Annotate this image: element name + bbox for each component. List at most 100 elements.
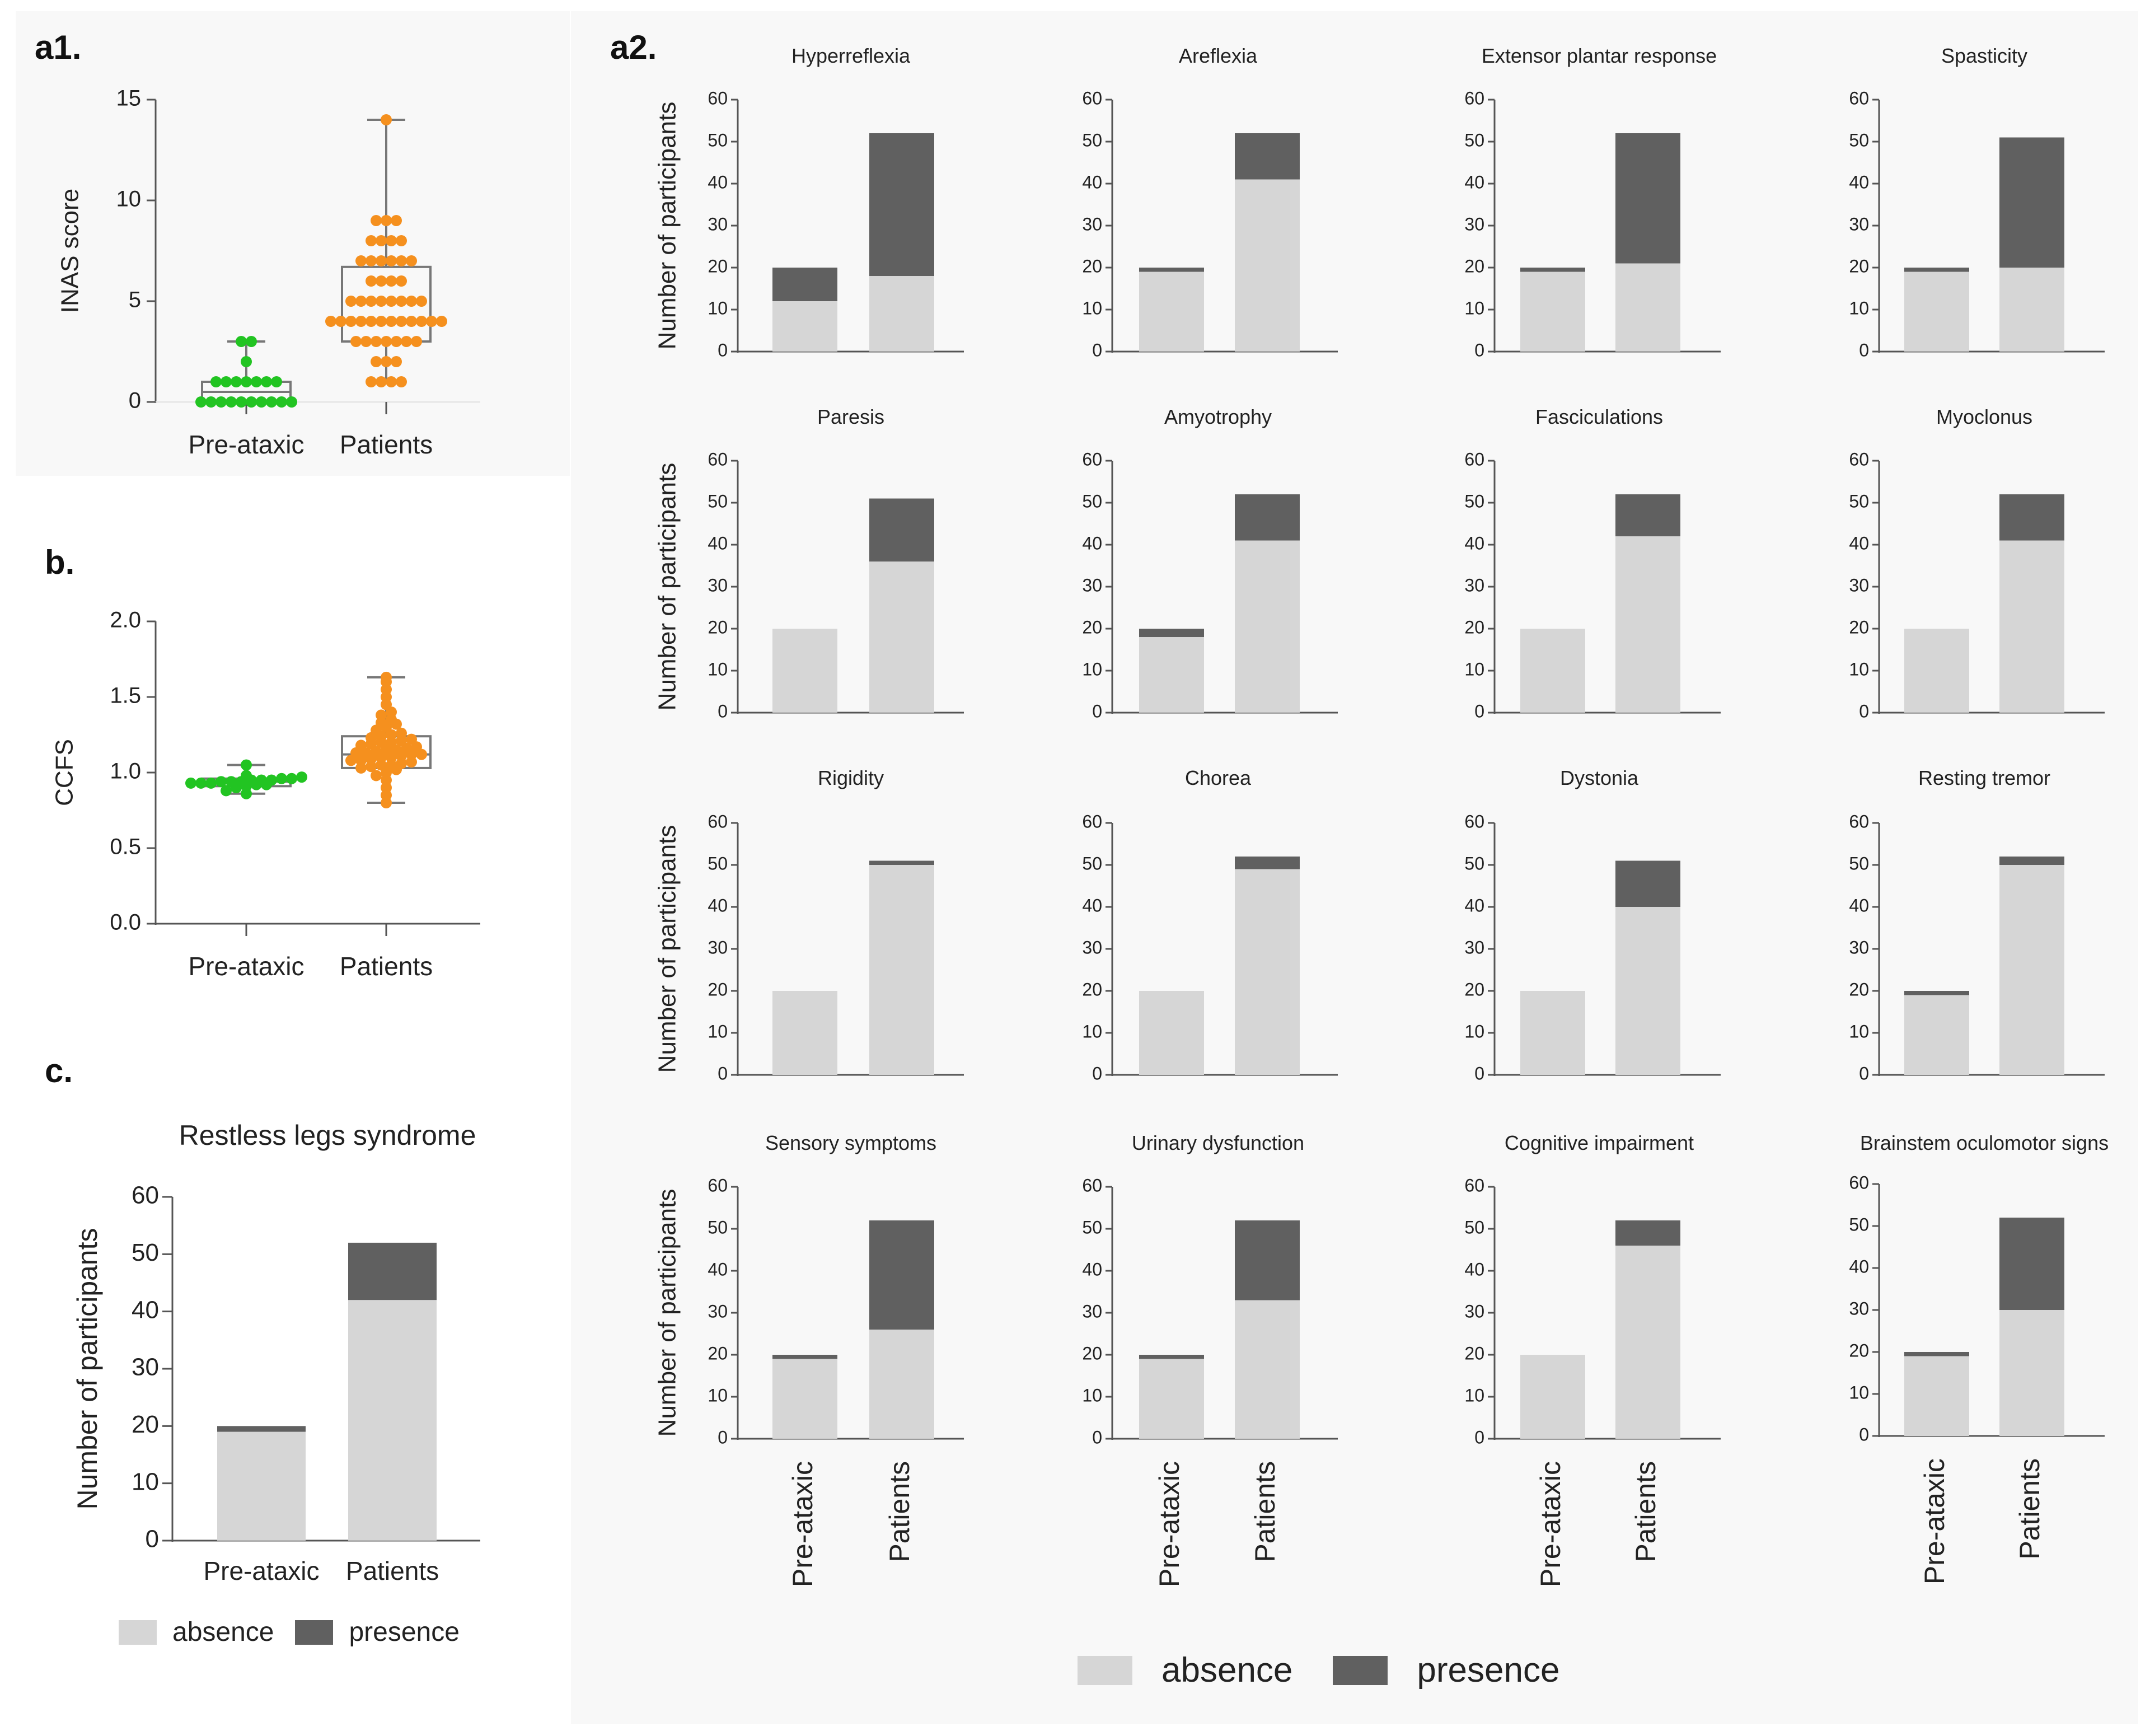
a2-8-bar-absence bbox=[1904, 629, 1969, 713]
a2-6-y-tick-label: 30 bbox=[1082, 575, 1102, 595]
a2-7-y-tick-label: 0 bbox=[1474, 701, 1484, 721]
a2-12-y-tick-label: 40 bbox=[1849, 895, 1869, 915]
a1-data-point bbox=[386, 296, 397, 307]
a1-data-point bbox=[416, 296, 427, 307]
a2-8-y-tick-label: 30 bbox=[1849, 575, 1869, 595]
a1-data-point bbox=[366, 316, 377, 327]
a1-data-point bbox=[396, 296, 407, 307]
a2-13-bar-presence bbox=[869, 1220, 934, 1330]
b-data-point bbox=[226, 776, 237, 788]
a2-13-bar-absence bbox=[869, 1330, 934, 1439]
a1-data-point bbox=[401, 336, 412, 347]
a1-data-point bbox=[205, 396, 217, 408]
a2-10-bar-absence bbox=[1139, 991, 1204, 1075]
b-data-point bbox=[216, 776, 227, 788]
a1-data-point bbox=[345, 316, 357, 327]
a1-data-point bbox=[371, 336, 382, 347]
a2-13-y-tick-label: 40 bbox=[708, 1259, 728, 1279]
a2-14-y-tick-label: 40 bbox=[1082, 1259, 1102, 1279]
a2-3-title: Extensor plantar response bbox=[1482, 44, 1717, 67]
c-y-tick-label: 0 bbox=[146, 1526, 159, 1553]
a1-data-point bbox=[436, 316, 447, 327]
a1-data-point bbox=[241, 376, 252, 387]
a2-8-y-tick-label: 0 bbox=[1859, 701, 1869, 721]
a1-data-point bbox=[286, 396, 297, 408]
a2-4-y-tick-label: 10 bbox=[1849, 298, 1869, 318]
a2-1-bar-absence bbox=[772, 301, 837, 352]
a2-16-y-tick-label: 40 bbox=[1849, 1256, 1869, 1276]
a1-data-point bbox=[366, 275, 377, 287]
a2-13-y-tick-label: 10 bbox=[708, 1385, 728, 1405]
a2-2-title: Areflexia bbox=[1179, 44, 1258, 67]
a2-15-title: Cognitive impairment bbox=[1505, 1131, 1694, 1154]
a1-y-tick-label: 10 bbox=[116, 187, 142, 212]
a2-4-bar-presence bbox=[1904, 268, 1969, 272]
panel-label-b: b. bbox=[45, 544, 75, 581]
a2-13-y-tick-label: 60 bbox=[708, 1175, 728, 1195]
a2-6-y-tick-label: 40 bbox=[1082, 533, 1102, 553]
a2-2-y-tick-label: 20 bbox=[1082, 256, 1102, 276]
a2-1-y-tick-label: 10 bbox=[708, 298, 728, 318]
a1-data-point bbox=[261, 376, 272, 387]
a1-data-point bbox=[406, 255, 417, 266]
a2-5-y-tick-label: 60 bbox=[708, 449, 728, 469]
a2-5-y-tick-label: 30 bbox=[708, 575, 728, 595]
a2-12-bar-absence bbox=[1904, 995, 1969, 1075]
a2-11-y-tick-label: 20 bbox=[1464, 979, 1484, 999]
b-y-tick-label: 1.0 bbox=[110, 759, 141, 784]
a2-7-bar-absence bbox=[1520, 629, 1585, 713]
a2-13-title: Sensory symptoms bbox=[765, 1131, 936, 1154]
a2-13-bar-presence bbox=[772, 1355, 837, 1359]
a2-14-y-tick-label: 10 bbox=[1082, 1385, 1102, 1405]
b-data-point bbox=[276, 773, 287, 784]
a1-data-point bbox=[381, 336, 392, 347]
a2-14-x-tick-label: Pre-ataxic bbox=[1154, 1461, 1185, 1587]
a2-13-y-axis-label: Number of participants bbox=[654, 1189, 681, 1437]
a2-14-bar-presence bbox=[1139, 1355, 1204, 1359]
a2-8-y-tick-label: 10 bbox=[1849, 659, 1869, 679]
a1-data-point bbox=[355, 316, 367, 327]
a2-11-bar-presence bbox=[1615, 860, 1680, 907]
panel-label-a2: a2. bbox=[610, 29, 657, 66]
a2-14-y-tick-label: 30 bbox=[1082, 1301, 1102, 1321]
a1-data-point bbox=[350, 336, 362, 347]
b-y-tick-label: 2.0 bbox=[110, 608, 141, 633]
a2-12-y-tick-label: 10 bbox=[1849, 1021, 1869, 1041]
a2-4-title: Spasticity bbox=[1941, 44, 2027, 67]
a2-4-bar-absence bbox=[1999, 268, 2064, 352]
a1-data-point bbox=[256, 396, 267, 408]
legend-presence-label: presence bbox=[349, 1617, 460, 1647]
a2-12-y-tick-label: 30 bbox=[1849, 937, 1869, 957]
a1-data-point bbox=[396, 376, 407, 387]
a2-5-bar-presence bbox=[869, 498, 934, 561]
legend-absence-swatch bbox=[119, 1620, 157, 1645]
a2-3-bar-presence bbox=[1520, 268, 1585, 272]
a2-16-x-tick-label: Patients bbox=[2014, 1458, 2045, 1560]
a1-data-point bbox=[355, 255, 367, 266]
a2-8-y-tick-label: 20 bbox=[1849, 617, 1869, 637]
a1-data-point bbox=[231, 376, 242, 387]
a2-2-y-tick-label: 10 bbox=[1082, 298, 1102, 318]
a2-12-bar-presence bbox=[1999, 857, 2064, 865]
a1-data-point bbox=[381, 356, 392, 367]
a1-data-point bbox=[391, 215, 402, 226]
a2-6-y-tick-label: 50 bbox=[1082, 491, 1102, 511]
a2-5-y-tick-label: 20 bbox=[708, 617, 728, 637]
a1-data-point bbox=[376, 316, 387, 327]
a2-10-bar-absence bbox=[1235, 869, 1300, 1075]
a1-data-point bbox=[366, 235, 377, 246]
a2-13-y-tick-label: 0 bbox=[718, 1427, 728, 1447]
a2-7-y-tick-label: 30 bbox=[1464, 575, 1484, 595]
a2-15-bar-presence bbox=[1615, 1220, 1680, 1246]
b-data-point bbox=[396, 727, 407, 739]
a2-11-y-tick-label: 50 bbox=[1464, 853, 1484, 873]
a1-data-point bbox=[381, 215, 392, 226]
a2-14-y-tick-label: 20 bbox=[1082, 1343, 1102, 1363]
legend-absence-swatch bbox=[1078, 1655, 1132, 1685]
a2-12-bar-absence bbox=[1999, 865, 2064, 1075]
c-y-tick-label: 60 bbox=[132, 1182, 159, 1209]
a2-11-bar-absence bbox=[1520, 991, 1585, 1075]
a2-5-title: Paresis bbox=[817, 405, 884, 428]
a2-14-y-tick-label: 50 bbox=[1082, 1217, 1102, 1237]
